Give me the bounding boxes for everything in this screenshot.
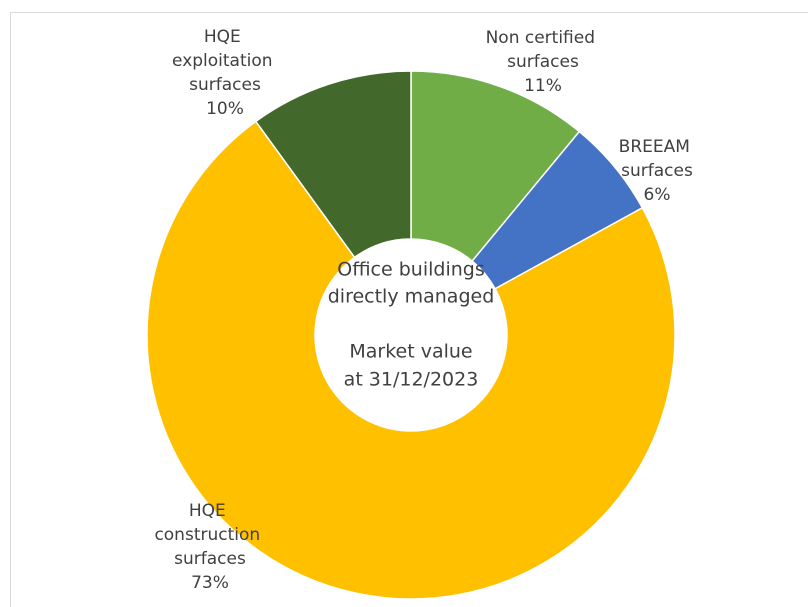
value-label: 11% (524, 76, 562, 96)
donut-slice (146, 120, 676, 600)
center-text: Office buildings (337, 259, 485, 281)
center-text: at 31/12/2023 (344, 369, 479, 391)
category-label: HQE construction surfaces (154, 501, 265, 569)
category-label: HQE exploitation surfaces (172, 27, 278, 95)
value-label: 6% (644, 185, 671, 205)
category-label: Non certified surfaces (486, 28, 601, 72)
center-text: Market value (349, 341, 472, 363)
value-label: 73% (191, 573, 229, 593)
category-label: BREEAM surfaces (619, 137, 696, 181)
donut-slice (410, 70, 581, 263)
donut-slice (254, 70, 412, 259)
center-text: directly managed (328, 286, 495, 308)
value-label: 10% (206, 99, 244, 119)
